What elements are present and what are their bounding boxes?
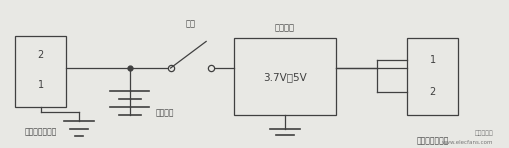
Text: 1: 1 bbox=[38, 80, 44, 90]
FancyBboxPatch shape bbox=[234, 38, 336, 115]
Text: 开关: 开关 bbox=[186, 19, 196, 28]
Text: 锂电池组: 锂电池组 bbox=[155, 108, 174, 117]
Text: 2: 2 bbox=[430, 87, 436, 97]
Text: 1: 1 bbox=[430, 55, 436, 65]
FancyBboxPatch shape bbox=[15, 36, 66, 107]
Text: 输入给电芯充电: 输入给电芯充电 bbox=[24, 127, 57, 136]
Text: 输出给手机充电: 输出给手机充电 bbox=[416, 136, 449, 145]
Text: 2: 2 bbox=[38, 50, 44, 60]
Text: 升压模块: 升压模块 bbox=[275, 24, 295, 33]
FancyBboxPatch shape bbox=[407, 38, 458, 115]
Text: 电子发烧友: 电子发烧友 bbox=[475, 131, 494, 136]
Text: www.elecfans.com: www.elecfans.com bbox=[442, 140, 494, 145]
Text: 3.7V剱5V: 3.7V剱5V bbox=[263, 72, 307, 82]
